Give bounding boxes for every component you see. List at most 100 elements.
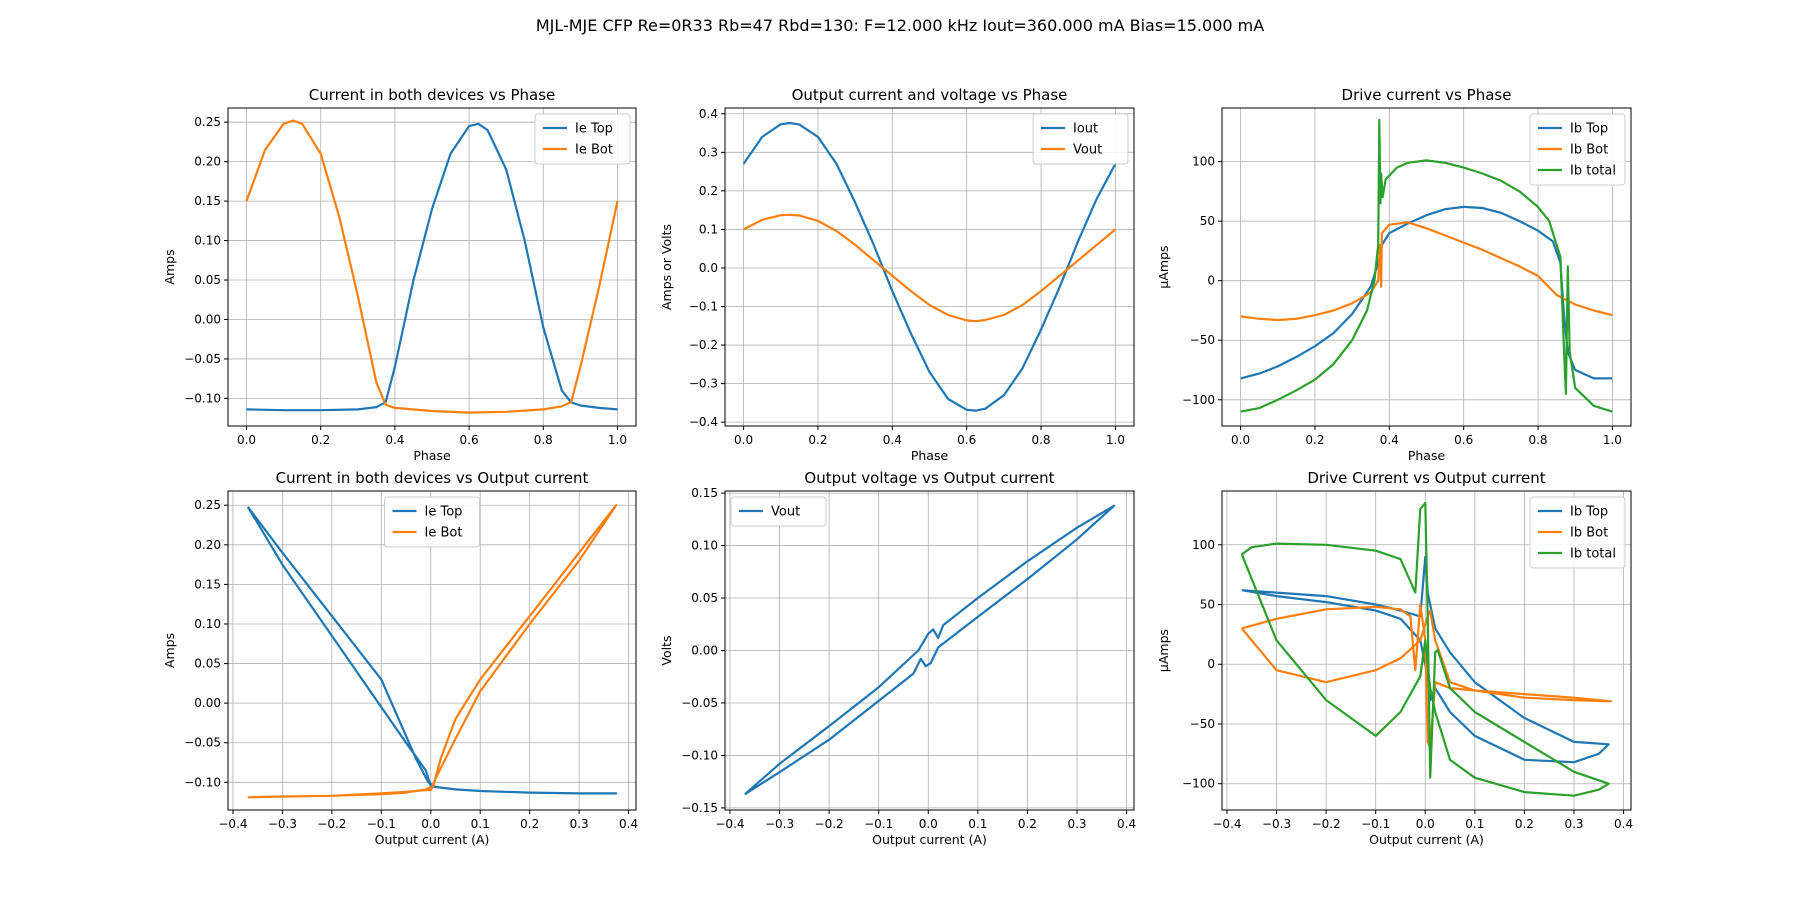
y-axis-label: µAmps [1156,245,1171,288]
y-tick-label: 0.25 [194,115,221,129]
legend-label: Ib Bot [1570,143,1608,158]
chart-title: Current in both devices vs Output curren… [276,469,589,487]
y-tick-label: −0.10 [184,391,221,405]
chart-panel-vout-vs-iout: −0.4 −0.3 −0.2 −0.1 0.0 0.1 0.2 0.3 0.4 −0.15 −0.1… [659,469,1136,847]
chart-panel-ie-vs-iout: −0.4 −0.3 −0.2 −0.1 0.0 0.1 0.2 0.3 0.4 −0.10 −0.0… [162,469,638,847]
series-line-ib-bot [1240,603,1613,750]
y-tick-label: 0.20 [194,155,221,169]
y-tick-label: 0 [1207,657,1215,671]
x-tick-label: 1.0 [1603,433,1622,447]
y-tick-label: 0.05 [194,657,221,671]
series-line-ie-top [246,122,618,412]
y-tick-label: 0.05 [194,273,221,287]
chart-title: Current in both devices vs Phase [309,86,556,104]
y-tick-label: −0.05 [184,352,221,366]
x-tick-label: 0.0 [1231,433,1250,447]
chart-title: Output voltage vs Output current [804,469,1054,487]
y-tick-label: 0.15 [691,486,718,500]
y-tick-label: 0.3 [699,145,718,159]
legend: Ie Top Ie Bot [534,113,631,165]
x-tick-label: 0.4 [385,433,404,447]
legend-label: Ie Bot [575,143,613,158]
legend-label: Ie Bot [425,526,463,541]
y-tick-label: 0.25 [194,498,221,512]
y-tick-label: 0.2 [699,184,718,198]
y-tick-label: 100 [1192,538,1215,552]
y-tick-label: −50 [1190,333,1215,347]
chart-panel-ie-vs-phase: 0.0 0.2 0.4 0.6 0.8 1.0 −0.10 −0.05 0.00 0.05 0.10… [162,86,637,463]
x-tick-label: 0.4 [1117,817,1136,831]
y-tick-label: 0 [1207,274,1215,288]
x-tick-label: 0.4 [1614,817,1633,831]
x-tick-label: −0.4 [715,817,744,831]
x-tick-label: −0.1 [1361,817,1390,831]
y-tick-label: 0.1 [699,222,718,236]
y-axis-label: Amps [162,249,177,284]
x-tick-label: 0.3 [570,817,589,831]
x-tick-label: 0.2 [1515,817,1534,831]
y-tick-label: 0.15 [194,194,221,208]
x-axis-label: Phase [1408,448,1446,463]
x-tick-label: −0.2 [815,817,844,831]
figure-title: MJL-MJE CFP Re=0R33 Rb=47 Rbd=130: F=12.… [535,16,1265,35]
x-tick-label: −0.4 [1212,817,1241,831]
legend-label: Ie Top [425,505,463,520]
legend-label: Iout [1073,122,1098,137]
x-tick-label: 0.1 [968,817,987,831]
x-tick-label: 1.0 [608,433,627,447]
y-tick-label: 0.05 [691,591,718,605]
y-tick-label: 0.10 [194,234,221,248]
y-tick-label: 50 [1200,214,1215,228]
x-axis-label: Phase [911,448,949,463]
legend-box [1032,113,1129,165]
y-tick-label: 100 [1192,155,1215,169]
chart-panel-iout-vout-vs-phase: 0.0 0.2 0.4 0.6 0.8 1.0 −0.4 −0.3 −0.2 −0.1 0.0 0.1… [659,86,1135,463]
chart-panel-ib-vs-phase: 0.0 0.2 0.4 0.6 0.8 1.0 −100 −50 0 50 100 Drive cur… [1156,86,1632,463]
x-tick-label: −0.1 [864,817,893,831]
x-tick-label: 0.2 [311,433,330,447]
y-tick-label: 0.00 [194,696,221,710]
series-line-iout [742,121,1117,412]
x-tick-label: 1.0 [1106,433,1125,447]
x-tick-label: 0.4 [1380,433,1399,447]
y-tick-label: 0.15 [194,577,221,591]
legend-label: Ie Top [575,122,613,137]
x-tick-label: 0.1 [471,817,490,831]
y-tick-label: −0.4 [689,415,718,429]
x-tick-label: −0.3 [1262,817,1291,831]
x-tick-label: −0.3 [765,817,794,831]
y-tick-label: −0.1 [689,300,718,314]
series-line-ie-top [246,506,618,795]
x-tick-label: 0.2 [1305,433,1324,447]
y-tick-label: −0.3 [689,377,718,391]
x-tick-label: 0.6 [1454,433,1473,447]
y-tick-label: 0.00 [691,644,718,658]
axes-frame [1221,107,1632,427]
y-tick-label: 0.10 [194,617,221,631]
x-axis-label: Output current (A) [1369,832,1484,847]
legend-box [730,496,827,527]
y-tick-label: −100 [1182,393,1215,407]
x-tick-label: −0.1 [367,817,396,831]
y-tick-label: −0.10 [184,775,221,789]
x-tick-label: −0.2 [317,817,346,831]
legend: Ie Top Ie Bot [384,496,480,548]
x-tick-label: 0.0 [237,433,256,447]
y-tick-label: −0.10 [681,748,718,762]
y-axis-label: Amps or Volts [659,224,674,310]
y-axis-label: Amps [162,633,177,668]
x-tick-label: 0.3 [1564,817,1583,831]
legend: Ib Top Ib Bot Ib total [1529,496,1626,569]
axes-frame [227,107,637,427]
chart-title: Drive current vs Phase [1342,86,1512,104]
y-tick-label: 0.0 [699,261,718,275]
x-tick-label: −0.4 [218,817,247,831]
legend-label: Vout [771,505,800,520]
x-axis-label: Output current (A) [375,832,490,847]
legend-box [1529,113,1626,186]
x-tick-label: 0.0 [919,817,938,831]
y-tick-label: −0.2 [689,338,718,352]
legend-label: Vout [1073,143,1102,158]
